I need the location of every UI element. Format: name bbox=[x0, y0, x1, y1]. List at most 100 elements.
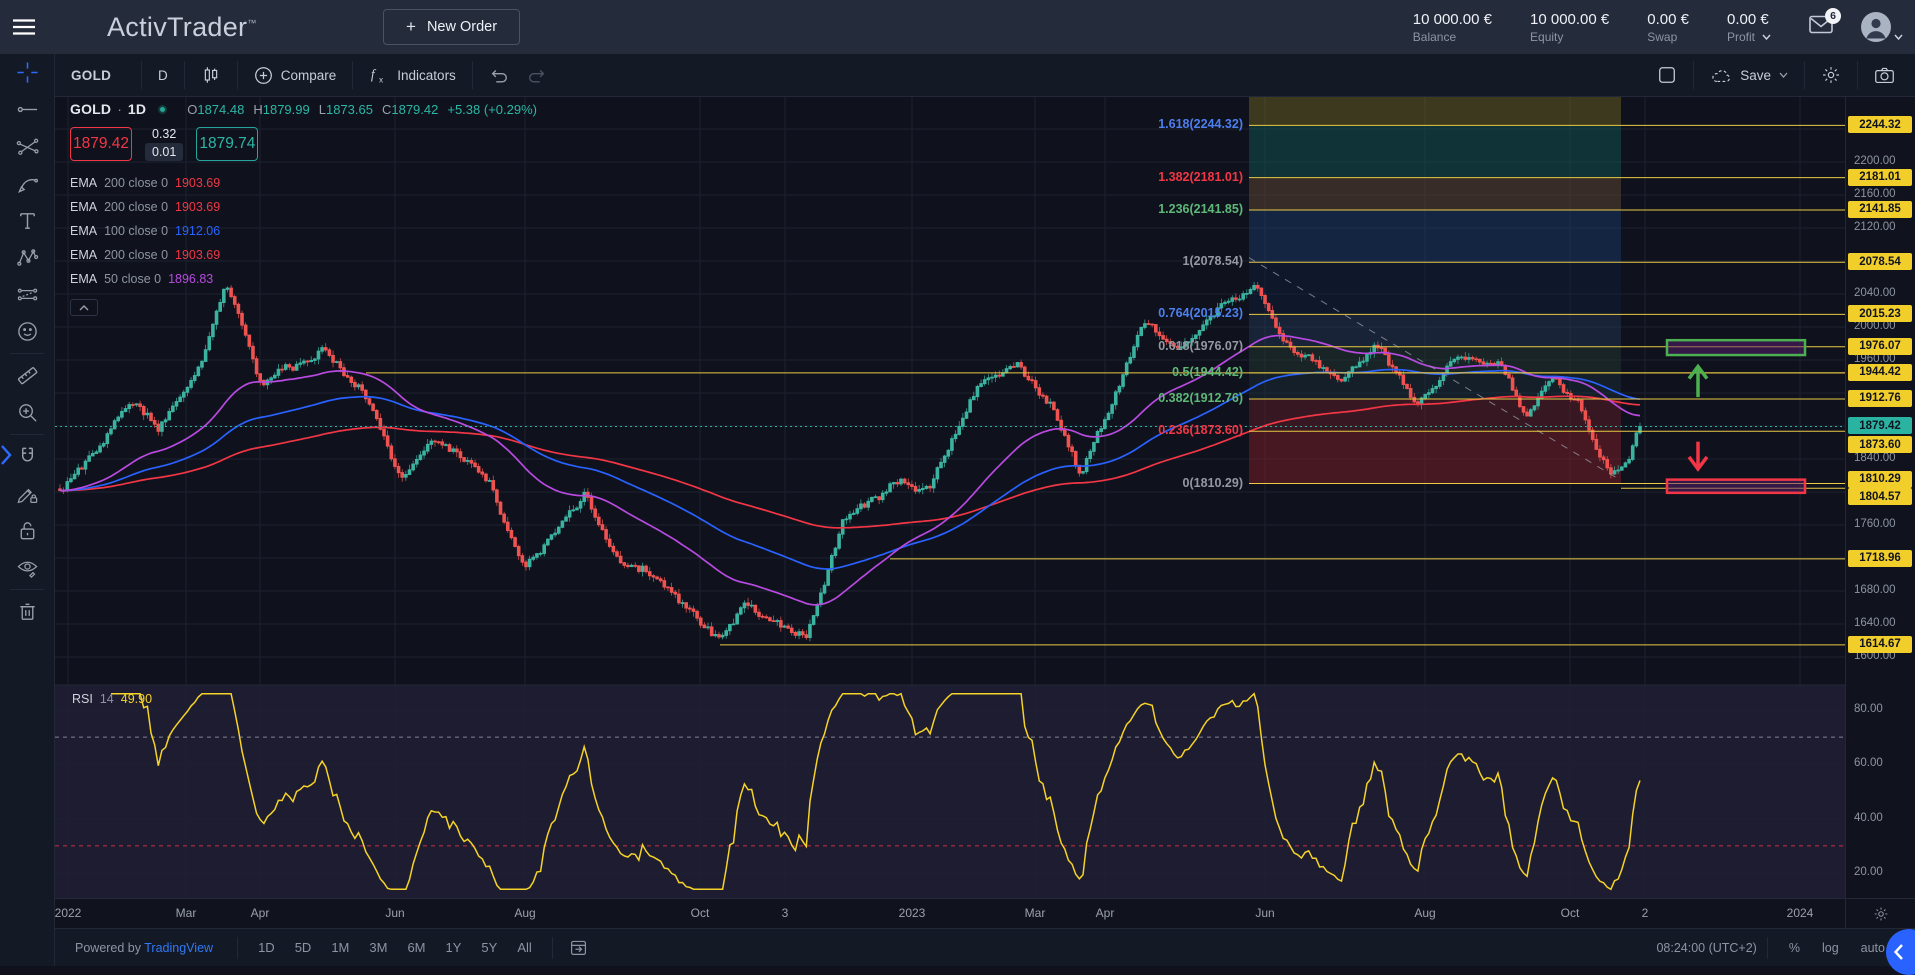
time-axis-label: 2024 bbox=[1786, 906, 1814, 920]
trend-line-tool[interactable] bbox=[0, 91, 54, 128]
market-status-dot[interactable] bbox=[158, 104, 168, 114]
sell-button[interactable]: 1879.42 bbox=[70, 127, 132, 161]
rsi-legend-row[interactable]: RSI 14 49.90 bbox=[72, 692, 152, 706]
indicator-legend-row[interactable]: EMA 200 close 0 1903.69 bbox=[70, 171, 537, 195]
brush-tool[interactable] bbox=[0, 165, 54, 202]
fib-level-label: 0.236(1873.60) bbox=[1158, 423, 1243, 438]
layout-button[interactable] bbox=[1641, 61, 1693, 89]
stat-swap: 0.00 € Swap bbox=[1647, 10, 1689, 44]
lock-drawings-tool[interactable] bbox=[0, 512, 54, 549]
new-order-button[interactable]: + New Order bbox=[383, 9, 521, 45]
percent-scale-button[interactable]: % bbox=[1788, 940, 1800, 955]
crosshair-tool[interactable] bbox=[0, 54, 54, 91]
expand-panel-chevron[interactable] bbox=[0, 440, 12, 475]
time-axis-label: 2 bbox=[1641, 906, 1649, 920]
range-button-1y[interactable]: 1Y bbox=[445, 940, 462, 955]
drawing-mode-tool[interactable] bbox=[0, 475, 54, 512]
save-button[interactable]: Save bbox=[1694, 61, 1804, 89]
interval-button[interactable]: D bbox=[158, 67, 168, 83]
stat-profit[interactable]: 0.00 € Profit bbox=[1727, 11, 1771, 44]
price-level-badge: 1873.60 bbox=[1848, 436, 1912, 454]
symbol-search-button[interactable]: GOLD bbox=[71, 67, 112, 83]
svg-text:x: x bbox=[379, 75, 383, 84]
screenshot-button[interactable] bbox=[1858, 61, 1915, 89]
indicator-value: 1896.83 bbox=[168, 272, 214, 286]
mail-icon[interactable]: 6 bbox=[1809, 8, 1841, 39]
go-to-date-button[interactable] bbox=[563, 938, 594, 957]
magnet-tool[interactable] bbox=[0, 438, 54, 475]
auto-scale-button[interactable]: auto bbox=[1860, 940, 1885, 955]
cloud-icon bbox=[1712, 69, 1731, 82]
fib-retracement-tool[interactable] bbox=[0, 128, 54, 165]
indicator-name: EMA bbox=[70, 272, 98, 286]
emoji-tool[interactable] bbox=[0, 313, 54, 350]
range-button-1m[interactable]: 1M bbox=[331, 940, 350, 955]
range-button-5y[interactable]: 5Y bbox=[481, 940, 498, 955]
main-chart[interactable] bbox=[55, 97, 1845, 898]
indicator-legend-row[interactable]: EMA 100 close 0 1912.06 bbox=[70, 219, 537, 243]
price-axis[interactable]: 2200.00 2160.00 2120.00 2040.00 2000.00 1960.… bbox=[1845, 97, 1915, 898]
pattern-tool[interactable] bbox=[0, 239, 54, 276]
range-button-all[interactable]: All bbox=[517, 940, 532, 955]
ema-50-line bbox=[60, 334, 1641, 606]
chevron-down-icon[interactable] bbox=[1762, 34, 1771, 40]
text-tool[interactable] bbox=[0, 202, 54, 239]
indicator-name: EMA bbox=[70, 224, 98, 238]
log-scale-button[interactable]: log bbox=[1821, 940, 1839, 955]
buy-button[interactable]: 1879.74 bbox=[196, 127, 259, 161]
zoom-in-tool[interactable] bbox=[0, 394, 54, 431]
symbol-legend-row[interactable]: GOLD · 1D O1874.48 H1879.99 L1873.65 C18… bbox=[70, 101, 537, 117]
time-axis-label: Oct bbox=[1560, 906, 1580, 920]
price-axis-tick: 2200.00 bbox=[1854, 155, 1896, 167]
range-button-6m[interactable]: 6M bbox=[407, 940, 426, 955]
menu-icon[interactable] bbox=[13, 19, 35, 35]
price-level-badge: 1718.96 bbox=[1848, 549, 1912, 567]
divider bbox=[183, 61, 185, 89]
divider bbox=[1804, 61, 1805, 89]
time-axis-label: Mar bbox=[175, 906, 197, 920]
indicator-legend-row[interactable]: EMA 50 close 0 1896.83 bbox=[70, 267, 537, 291]
fib-level-label: 1.236(2141.85) bbox=[1158, 201, 1243, 216]
trend-dashed-line bbox=[1248, 257, 1622, 481]
range-button-3m[interactable]: 3M bbox=[369, 940, 388, 955]
rsi-pane-bg bbox=[55, 685, 1845, 898]
session-clock[interactable]: 08:24:00 (UTC+2) bbox=[1656, 940, 1757, 955]
hide-drawings-tool[interactable] bbox=[0, 549, 54, 586]
collapse-legend-button[interactable] bbox=[70, 299, 98, 316]
range-button-1d[interactable]: 1D bbox=[258, 940, 275, 955]
divider bbox=[352, 61, 354, 89]
divider bbox=[1693, 61, 1695, 89]
delete-drawings-tool[interactable] bbox=[0, 593, 54, 630]
fib-band bbox=[1249, 314, 1621, 347]
projection-tool[interactable] bbox=[0, 276, 54, 313]
rsi-axis-tick: 60.00 bbox=[1854, 757, 1883, 770]
range-button-5d[interactable]: 5D bbox=[294, 940, 312, 955]
undo-button[interactable] bbox=[473, 61, 525, 89]
indicator-legend-row[interactable]: EMA 200 close 0 1903.69 bbox=[70, 243, 537, 267]
indicator-legend-row[interactable]: EMA 200 close 0 1903.69 bbox=[70, 195, 537, 219]
time-axis[interactable]: 2022 Mar Apr Jun Aug Oct 3 2023 Mar Apr Jun Aug Oct 2… bbox=[55, 898, 1845, 928]
compare-button[interactable]: Compare bbox=[238, 61, 353, 89]
chart-style-button[interactable] bbox=[185, 61, 237, 89]
compare-icon bbox=[254, 66, 272, 84]
gear-icon[interactable] bbox=[1873, 906, 1889, 922]
user-menu[interactable] bbox=[1861, 12, 1903, 42]
redo-button[interactable] bbox=[525, 61, 563, 89]
bottom-bar: Powered by TradingView 1D 5D 1M 3M 6M 1Y 5Y All… bbox=[55, 928, 1915, 966]
price-level-badge: 1879.42 bbox=[1848, 417, 1912, 435]
signal-box bbox=[1665, 478, 1807, 495]
change-value: +5.38 (+0.29%) bbox=[447, 101, 537, 117]
measure-tool[interactable] bbox=[0, 357, 54, 394]
rsi-axis-tick: 40.00 bbox=[1854, 811, 1883, 824]
chart-settings-button[interactable] bbox=[1805, 61, 1857, 89]
tradingview-link[interactable]: TradingView bbox=[144, 940, 214, 955]
price-axis-tick: 1840.00 bbox=[1854, 452, 1896, 464]
fib-band bbox=[1249, 125, 1621, 178]
rsi-axis-tick: 80.00 bbox=[1854, 703, 1883, 715]
drawing-toolbar bbox=[0, 54, 55, 966]
spread: 0.32 0.01 bbox=[145, 127, 184, 161]
time-axis-label: Mar bbox=[1024, 906, 1046, 920]
fib-level-label: 0.5(1944.42) bbox=[1172, 364, 1243, 379]
